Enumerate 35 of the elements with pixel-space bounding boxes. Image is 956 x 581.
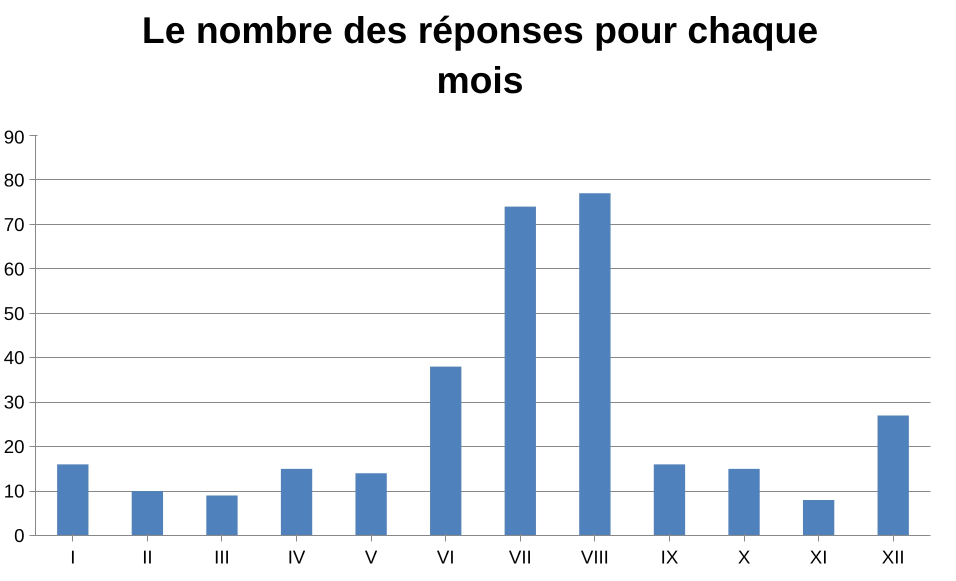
bar [802,500,834,536]
y-tick-label: 80 [4,169,25,190]
y-tick-label: 90 [4,126,25,148]
bar [355,473,387,536]
bar [132,491,164,536]
x-tick-label: V [364,546,378,568]
bar [878,416,909,536]
bar [579,193,611,536]
bar [504,206,536,536]
y-tick-label: 20 [4,436,25,458]
x-tick-label: VI [436,546,455,568]
x-tick-label: IV [288,546,306,568]
bar [728,468,760,536]
x-tick-label: II [142,546,153,568]
bar [280,468,312,536]
bar [430,366,462,536]
x-tick-label: I [70,546,76,568]
bar [206,496,238,536]
bar [654,464,686,536]
y-tick-label: 50 [4,302,25,324]
y-tick-label: 40 [4,347,25,368]
chart-title: Le nombre des réponses pour chaque mois [140,8,820,104]
y-tick-label: 60 [4,258,25,280]
x-tick-label: XI [810,546,828,568]
x-tick-label: IX [660,546,679,568]
x-tick-label: III [214,546,230,568]
x-tick-label: XII [882,546,905,568]
bar [57,464,88,536]
y-tick-label: 0 [14,525,25,546]
x-tick-label: X [738,546,751,568]
y-tick-label: 70 [4,214,25,235]
y-tick-label: 30 [4,392,25,413]
x-tick-label: VIII [580,546,609,568]
x-tick-label: VII [508,546,532,568]
y-tick-label: 10 [4,480,25,502]
